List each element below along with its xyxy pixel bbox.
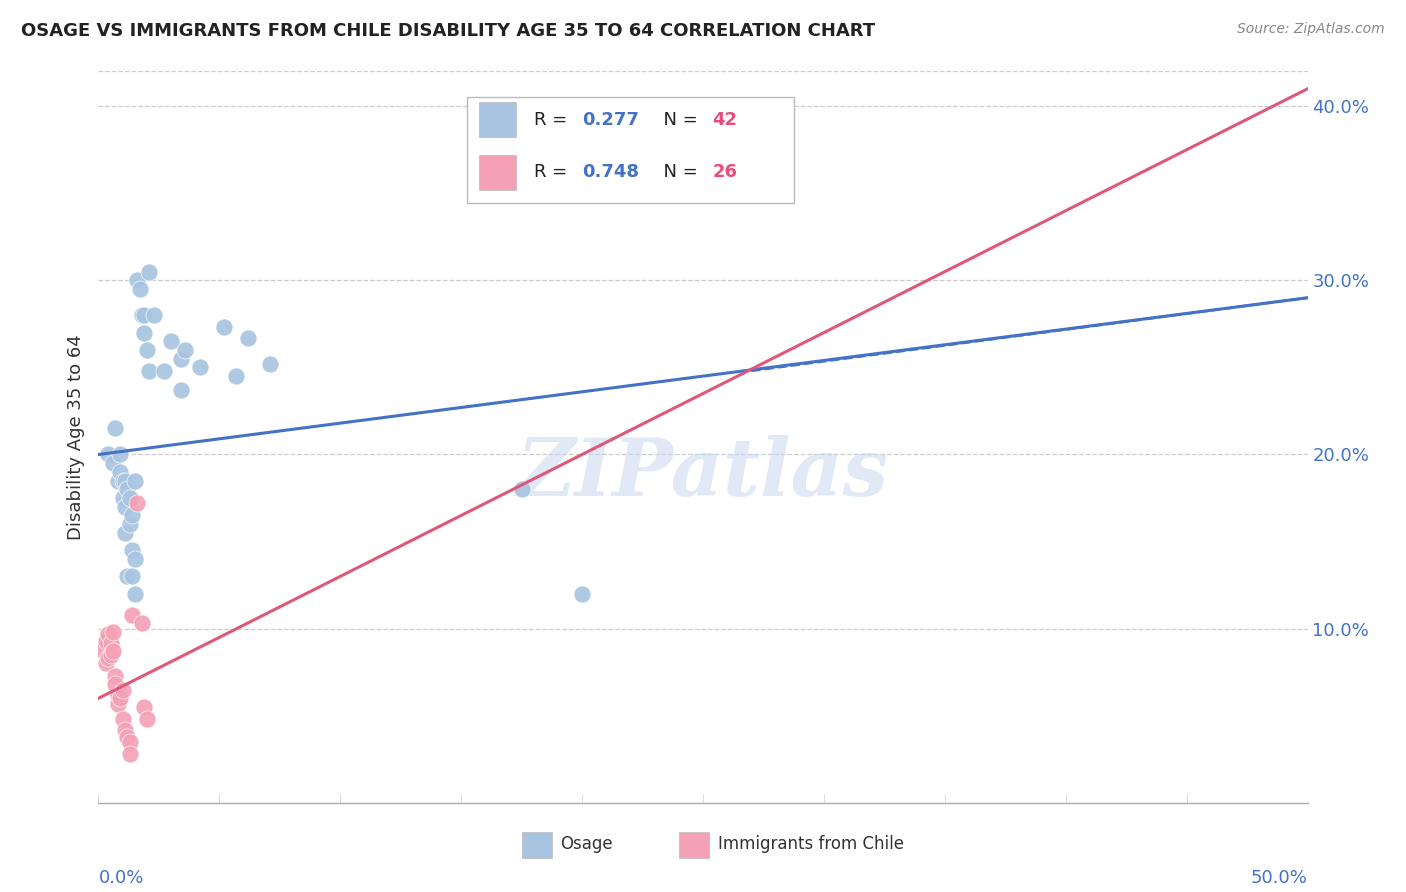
Point [117, 483, 139, 497]
Point [135, 712, 157, 726]
Text: Immigrants from Chile: Immigrants from Chile [717, 836, 904, 854]
Point [127, 496, 149, 510]
Point [97, 448, 120, 462]
Text: 0.748: 0.748 [582, 163, 640, 181]
Point [124, 474, 146, 488]
Point [138, 364, 160, 378]
Point [114, 525, 136, 540]
Point [138, 265, 160, 279]
Text: 50.0%: 50.0% [1251, 869, 1308, 887]
Point [143, 308, 166, 322]
Point [121, 607, 143, 622]
Point [118, 491, 141, 505]
Point [114, 723, 136, 737]
Point [134, 326, 156, 340]
Point [111, 712, 134, 726]
Point [118, 517, 141, 532]
Point [127, 273, 149, 287]
Point [174, 343, 197, 357]
Point [117, 730, 139, 744]
Point [107, 474, 129, 488]
Point [121, 543, 143, 558]
Point [169, 383, 191, 397]
Point [97, 627, 120, 641]
Point [114, 500, 136, 514]
Point [101, 644, 124, 658]
Point [107, 697, 129, 711]
Text: Osage: Osage [561, 836, 613, 854]
Point [111, 682, 134, 697]
Text: R =: R = [534, 111, 572, 128]
FancyBboxPatch shape [479, 154, 516, 190]
FancyBboxPatch shape [522, 832, 551, 858]
Point [111, 474, 134, 488]
Point [121, 569, 143, 583]
Point [124, 587, 146, 601]
Point [118, 735, 141, 749]
Point [259, 357, 281, 371]
Point [212, 320, 235, 334]
Point [152, 364, 174, 378]
Point [169, 351, 191, 366]
Point [104, 668, 127, 682]
Point [716, 172, 738, 186]
Y-axis label: Disability Age 35 to 64: Disability Age 35 to 64 [66, 334, 84, 540]
Point [118, 747, 141, 761]
Point [107, 688, 129, 702]
Text: Source: ZipAtlas.com: Source: ZipAtlas.com [1237, 22, 1385, 37]
Point [104, 421, 127, 435]
Point [510, 483, 533, 497]
Point [108, 691, 131, 706]
Point [131, 308, 153, 322]
Point [131, 616, 153, 631]
Point [101, 625, 124, 640]
FancyBboxPatch shape [467, 97, 793, 203]
Point [94, 633, 117, 648]
Point [100, 648, 122, 662]
Point [94, 657, 117, 671]
Text: ZIPatlas: ZIPatlas [517, 435, 889, 512]
Text: 0.0%: 0.0% [98, 869, 143, 887]
Text: N =: N = [652, 111, 704, 128]
Point [108, 465, 131, 479]
Point [134, 700, 156, 714]
Point [135, 343, 157, 357]
Point [117, 569, 139, 583]
Point [571, 587, 593, 601]
Point [134, 308, 156, 322]
Text: 26: 26 [713, 163, 738, 181]
Point [160, 334, 183, 349]
Point [100, 635, 122, 649]
Point [225, 369, 247, 384]
FancyBboxPatch shape [679, 832, 709, 858]
Point [104, 677, 127, 691]
Text: OSAGE VS IMMIGRANTS FROM CHILE DISABILITY AGE 35 TO 64 CORRELATION CHART: OSAGE VS IMMIGRANTS FROM CHILE DISABILIT… [21, 22, 875, 40]
Point [108, 448, 131, 462]
Point [128, 282, 150, 296]
Point [91, 642, 114, 657]
Point [111, 491, 134, 505]
Point [97, 651, 120, 665]
Point [124, 552, 146, 566]
Text: R =: R = [534, 163, 572, 181]
Text: N =: N = [652, 163, 704, 181]
Point [121, 508, 143, 523]
Point [114, 474, 136, 488]
FancyBboxPatch shape [479, 102, 516, 137]
Point [101, 456, 124, 470]
Point [238, 331, 260, 345]
Text: 42: 42 [713, 111, 738, 128]
Text: 0.277: 0.277 [582, 111, 638, 128]
Point [188, 360, 211, 375]
